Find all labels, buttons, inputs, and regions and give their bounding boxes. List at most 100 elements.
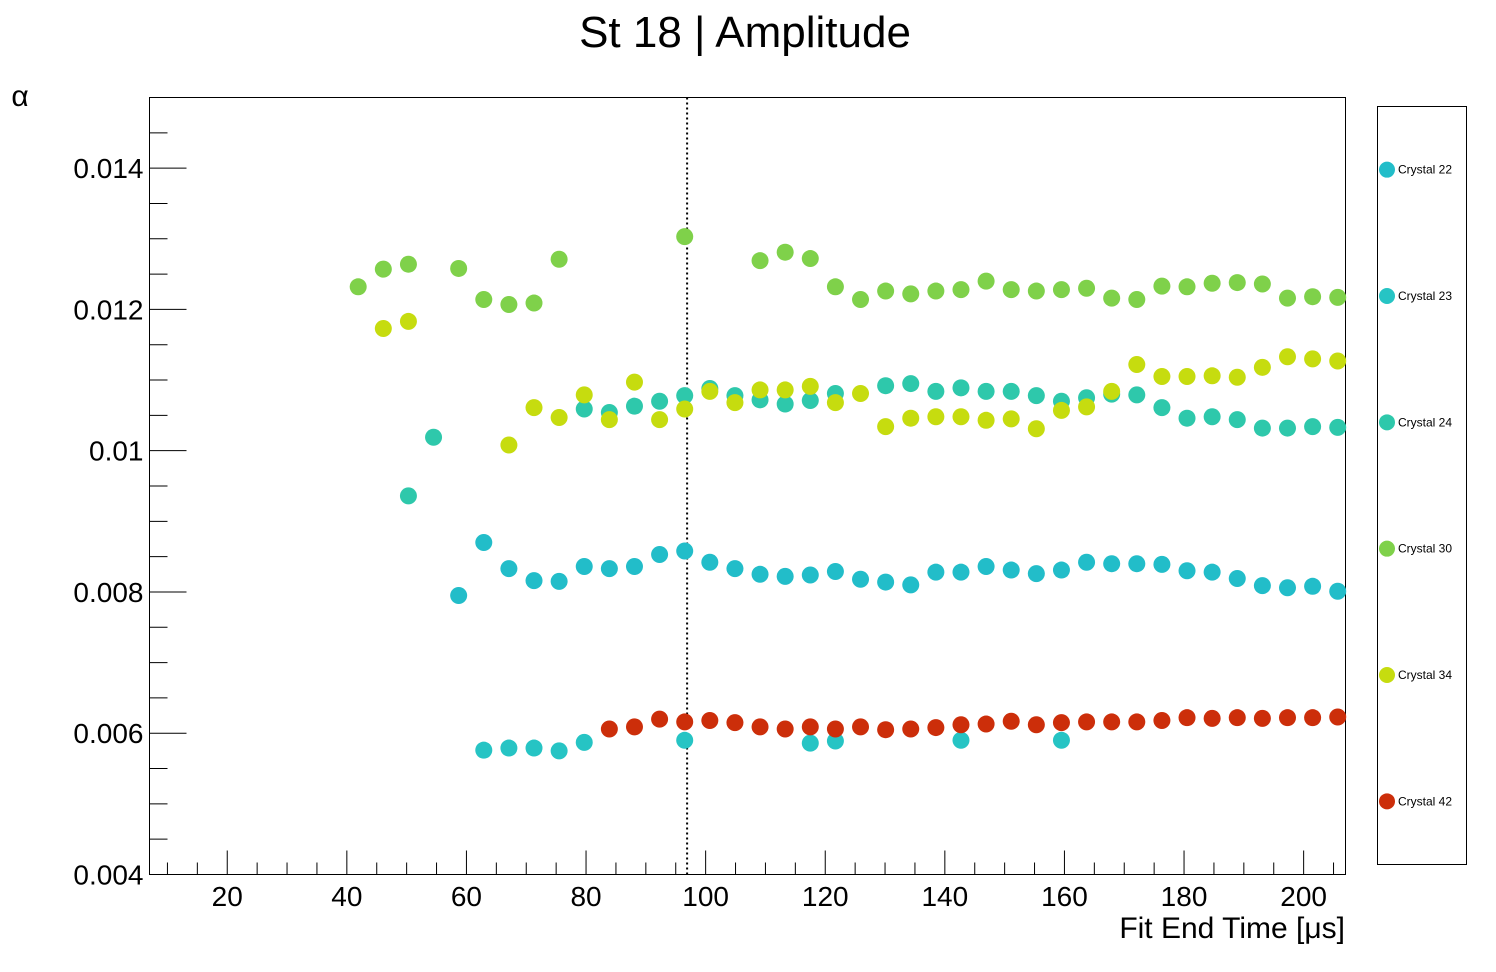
data-point <box>676 713 694 731</box>
data-point <box>1078 553 1096 571</box>
legend-marker <box>1379 161 1395 178</box>
data-point <box>1304 709 1322 727</box>
data-point <box>600 720 618 738</box>
data-point <box>927 382 945 400</box>
data-point <box>927 282 945 300</box>
data-point <box>525 739 543 757</box>
data-point <box>575 733 593 751</box>
data-point <box>927 408 945 426</box>
plot-frame <box>149 97 1346 875</box>
x-axis-label: Fit End Time [μs] <box>1119 912 1345 945</box>
data-point <box>1228 411 1246 429</box>
data-point <box>475 741 493 759</box>
series-crystal-34 <box>374 312 1347 454</box>
data-point <box>801 734 819 752</box>
data-point <box>1002 281 1020 299</box>
data-point <box>701 712 719 730</box>
data-point <box>1278 579 1296 597</box>
data-point <box>1329 288 1347 306</box>
data-point <box>1002 712 1020 730</box>
data-point <box>852 384 870 402</box>
data-point <box>1329 352 1347 370</box>
data-point <box>676 731 694 749</box>
data-point <box>1203 367 1221 385</box>
series-crystal-22 <box>450 534 1347 604</box>
data-point <box>826 720 844 738</box>
data-point <box>1078 279 1096 297</box>
data-point <box>776 381 794 399</box>
data-point <box>1128 555 1146 573</box>
data-point <box>1278 709 1296 727</box>
data-point <box>651 392 669 410</box>
data-point <box>1304 350 1322 368</box>
data-point <box>1027 565 1045 583</box>
data-point <box>1178 409 1196 427</box>
data-point <box>1153 277 1171 295</box>
data-point <box>826 562 844 580</box>
y-tick-label: 0.004 <box>73 860 143 891</box>
data-point <box>1329 708 1347 726</box>
data-point <box>1052 731 1070 749</box>
data-point <box>701 553 719 571</box>
data-point <box>1304 577 1322 595</box>
x-tick-label: 20 <box>212 881 243 912</box>
data-point <box>1128 713 1146 731</box>
data-point <box>902 285 920 303</box>
data-point <box>977 411 995 429</box>
data-point <box>826 394 844 412</box>
y-tick-label: 0.012 <box>73 294 143 325</box>
data-point <box>1228 709 1246 727</box>
data-point <box>1203 709 1221 727</box>
data-point <box>902 375 920 393</box>
data-point <box>399 487 417 505</box>
data-point <box>1128 386 1146 404</box>
data-point <box>1027 282 1045 300</box>
series-crystal-24 <box>399 375 1347 505</box>
data-point <box>977 382 995 400</box>
data-point <box>651 546 669 564</box>
data-point <box>374 319 392 337</box>
data-point <box>1228 570 1246 588</box>
data-point <box>374 260 392 278</box>
data-point <box>927 719 945 737</box>
data-point <box>927 563 945 581</box>
legend-box <box>1377 106 1467 865</box>
data-point <box>977 715 995 733</box>
data-point <box>1052 281 1070 299</box>
data-point <box>1278 348 1296 366</box>
data-point <box>1052 714 1070 732</box>
x-tick-label: 180 <box>1161 881 1208 912</box>
y-tick-label: 0.006 <box>73 718 143 749</box>
data-point <box>1203 563 1221 581</box>
data-point <box>1103 289 1121 307</box>
data-point <box>1153 399 1171 417</box>
data-point <box>1278 419 1296 437</box>
series-crystal-42 <box>600 708 1347 739</box>
y-tick-label: 0.01 <box>89 436 144 467</box>
data-point <box>500 295 518 313</box>
data-point <box>1002 410 1020 428</box>
data-point <box>751 381 769 399</box>
data-point <box>1278 289 1296 307</box>
data-point <box>600 560 618 578</box>
data-point <box>952 281 970 299</box>
legend: Crystal 22 Crystal 23 Crystal 24 Crystal 30… <box>1379 161 1452 810</box>
data-point <box>952 379 970 397</box>
data-point <box>651 411 669 429</box>
data-point <box>1027 387 1045 405</box>
data-point <box>801 718 819 736</box>
data-point <box>1253 275 1271 293</box>
series-crystal-30 <box>349 228 1347 313</box>
data-point <box>1329 582 1347 600</box>
data-point <box>902 409 920 427</box>
legend-marker <box>1379 540 1395 557</box>
data-point <box>1253 419 1271 437</box>
data-point <box>550 572 568 590</box>
legend-label: Crystal 34 <box>1398 668 1452 682</box>
data-point <box>1128 356 1146 374</box>
data-point <box>1153 368 1171 386</box>
data-point <box>952 716 970 734</box>
y-tick-label: 0.014 <box>73 153 143 184</box>
legend-marker <box>1379 667 1395 683</box>
data-point <box>625 397 643 415</box>
